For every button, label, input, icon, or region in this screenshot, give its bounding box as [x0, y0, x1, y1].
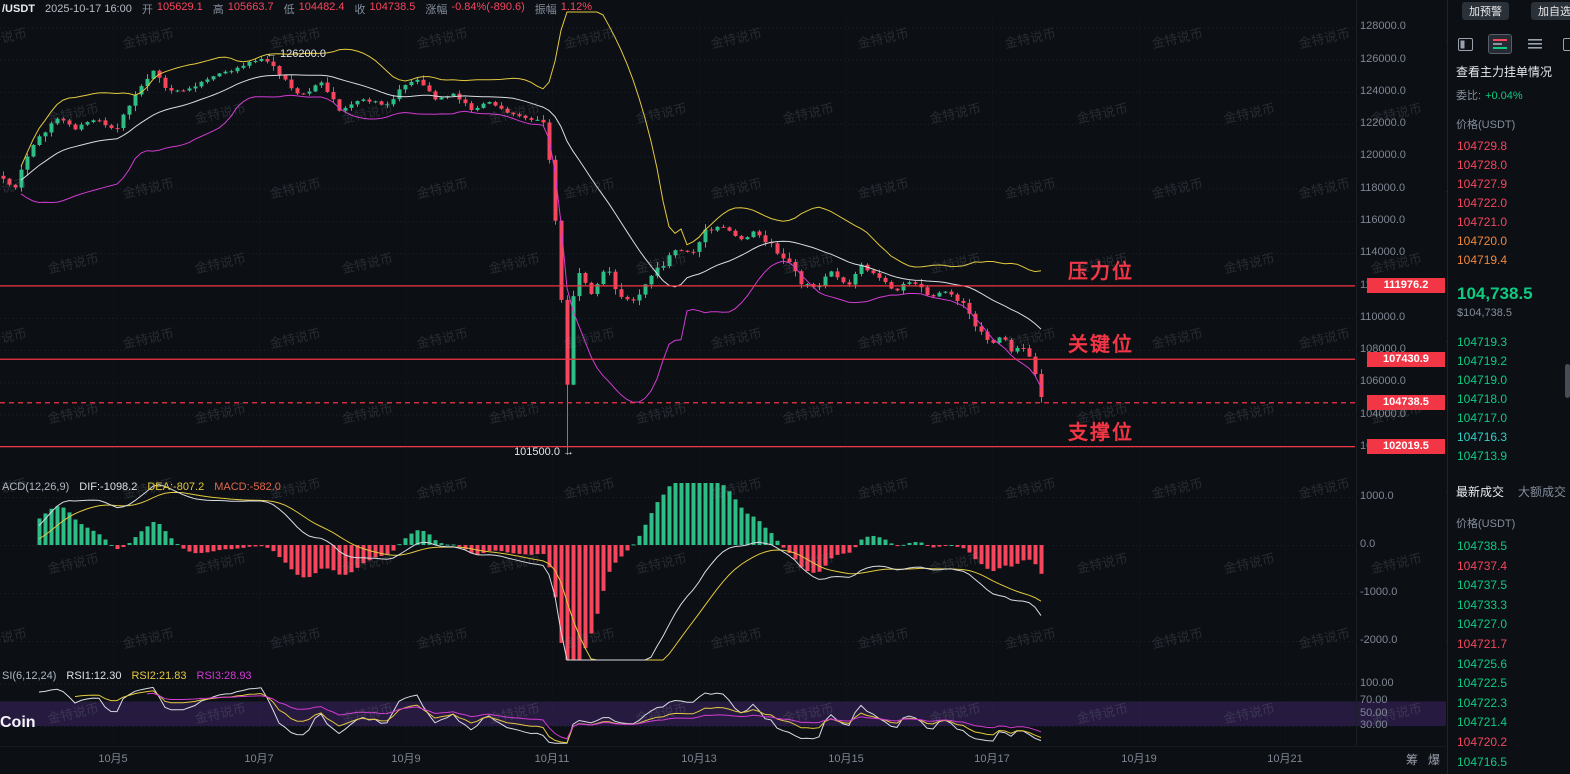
macd-macd-value: MACD:-582.0 [214, 481, 281, 493]
last-price-usd: $104,738.5 [1457, 307, 1513, 319]
ask-row[interactable]: 104720.0 [1457, 234, 1508, 248]
rsi2-value: RSI2:21.83 [131, 670, 187, 682]
rsi-indicator-info: SI(6,12,24) RSI1:12.30 RSI2:21.83 RSI3:2… [2, 670, 252, 682]
bid-row[interactable]: 104719.0 [1457, 373, 1508, 387]
ohlc-field: 振幅 1.12% [534, 1, 592, 16]
trade-row[interactable]: 104733.3 [1457, 597, 1508, 612]
bid-row[interactable]: 104719.2 [1457, 354, 1508, 368]
add-alert-button[interactable]: 加预警 [1462, 2, 1509, 20]
trades-list: 104738.5 104737.4 104737.5 104733.3 104727.0… [1448, 537, 1570, 772]
trade-row[interactable]: 104721.4 [1457, 715, 1508, 730]
ohlc-info-bar: /USDT 2025-10-17 16:00 开 105629.1 高 105663.… [2, 1, 592, 17]
trade-row[interactable]: 104727.0 [1457, 617, 1508, 632]
pair-label: /USDT [2, 3, 35, 15]
trade-row[interactable]: 104725.6 [1457, 656, 1508, 671]
ask-row[interactable]: 104729.8 [1457, 139, 1508, 153]
macd-dea-value: DEA:-807.2 [147, 481, 205, 493]
last-price-block: 104,738.5 $104,738.5 [1457, 284, 1533, 319]
bid-row[interactable]: 104717.0 [1457, 411, 1508, 425]
bids-list: 104719.3 104719.2 104719.0 104718.0 104717.0… [1448, 333, 1570, 466]
order-book-panel: 加预警 加自选 查看主力挂单情况 委比: +0.04% 价格(USDT) 1047… [1447, 0, 1570, 774]
ask-row[interactable]: 104727.9 [1457, 177, 1508, 191]
ask-row[interactable]: 104721.0 [1457, 215, 1508, 229]
rsi1-value: RSI1:12.30 [66, 670, 122, 682]
price-axis-divider [1356, 0, 1357, 747]
ohlc-field: 高 105663.7 [212, 1, 274, 16]
bid-row[interactable]: 104719.3 [1457, 335, 1508, 349]
watermark-logo: Coin [0, 714, 36, 731]
orderbook-price-header: 价格(USDT) [1456, 119, 1516, 131]
trades-tabs: 最新成交 大额成交 [1456, 483, 1566, 500]
last-price: 104,738.5 [1457, 284, 1533, 303]
trade-row[interactable]: 104722.3 [1457, 695, 1508, 710]
tab-large-trades[interactable]: 大额成交 [1518, 485, 1567, 499]
ask-row[interactable]: 104728.0 [1457, 158, 1508, 172]
scrollbar[interactable] [1565, 0, 1570, 774]
orderbook-toolbar [1453, 34, 1570, 54]
ask-row[interactable]: 104722.0 [1457, 196, 1508, 210]
liquidation-button[interactable]: 爆 [1428, 753, 1441, 767]
asks-list: 104729.8 104728.0 104727.9 104722.0 104721.0… [1448, 137, 1570, 270]
time-axis-divider [0, 746, 1446, 747]
rsi-params-label: SI(6,12,24) [2, 670, 57, 682]
book-icon[interactable] [1558, 34, 1570, 54]
trade-row[interactable]: 104716.5 [1457, 754, 1508, 769]
ohlc-field: 低 104482.4 [283, 1, 345, 16]
candlestick-chart[interactable] [0, 0, 1446, 774]
list-view-icon[interactable] [1523, 34, 1547, 54]
datetime-label: 2025-10-17 16:00 [45, 3, 132, 15]
trade-row[interactable]: 104737.4 [1457, 558, 1508, 573]
sidebar-actions: 加预警 加自选 [1462, 2, 1570, 20]
trade-row[interactable]: 104721.7 [1457, 636, 1508, 651]
trade-row[interactable]: 104738.5 [1457, 539, 1508, 553]
trades-price-header: 价格(USDT) [1456, 518, 1516, 530]
add-favorite-button[interactable]: 加自选 [1531, 2, 1570, 20]
rsi3-value: RSI3:28.93 [196, 670, 252, 682]
layout-split-icon[interactable] [1453, 34, 1477, 54]
macd-indicator-info: ACD(12,26,9) DIF:-1098.2 DEA:-807.2 MACD… [2, 481, 281, 493]
orderbook-layout-icon[interactable] [1488, 34, 1512, 54]
macd-dif-value: DIF:-1098.2 [79, 481, 138, 493]
ohlc-field: 涨幅 -0.84%(-890.6) [425, 1, 525, 16]
bid-row[interactable]: 104716.3 [1457, 430, 1508, 444]
ohlc-field: 收 104738.5 [354, 1, 416, 16]
bid-row[interactable]: 104718.0 [1457, 392, 1508, 406]
trade-row[interactable]: 104720.2 [1457, 734, 1508, 749]
macd-params-label: ACD(12,26,9) [2, 481, 70, 493]
ask-row[interactable]: 104719.4 [1457, 253, 1508, 267]
order-ratio-label: 委比: [1456, 90, 1482, 102]
bid-row[interactable]: 104713.9 [1457, 449, 1508, 463]
order-ratio-value: +0.04% [1485, 90, 1523, 102]
tab-latest-trades[interactable]: 最新成交 [1456, 485, 1505, 499]
trade-row[interactable]: 104722.5 [1457, 676, 1508, 691]
order-ratio: 委比: +0.04% [1456, 87, 1523, 103]
trade-row[interactable]: 104737.5 [1457, 578, 1508, 593]
view-main-orders-link[interactable]: 查看主力挂单情况 [1456, 65, 1553, 79]
chip-distribution-button[interactable]: 筹 [1406, 753, 1419, 767]
scrollbar-thumb[interactable] [1565, 364, 1570, 398]
ohlc-field: 开 105629.1 [141, 1, 203, 16]
ohlc-fields: 开 105629.1 高 105663.7 低 104482.4 收 104738.5 涨幅 -0… [142, 1, 592, 17]
